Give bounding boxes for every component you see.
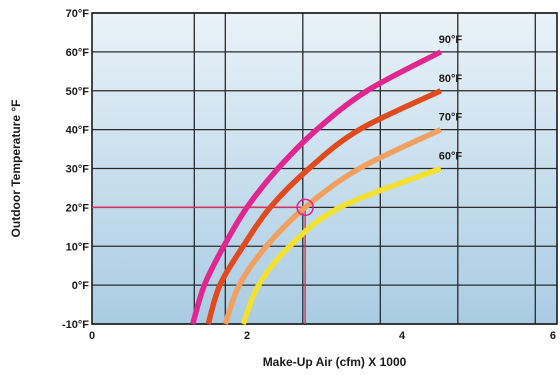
y-tick-label: 10°F: [66, 241, 90, 253]
y-tick-label: 0°F: [72, 280, 90, 292]
y-tick-label: 70°F: [66, 8, 90, 20]
series-line: [205, 88, 442, 325]
series-line: [190, 49, 443, 325]
highlight-circle: [296, 198, 314, 217]
y-tick-label: 60°F: [66, 47, 90, 59]
y-tick-label: 20°F: [66, 202, 90, 214]
x-tick-labels: 0 2 4 6: [89, 330, 556, 342]
x-axis-label: Make-Up Air (cfm) X 1000: [263, 355, 407, 369]
highlight-marker: [296, 198, 314, 217]
series-curves: [190, 49, 443, 326]
x-tick-label: 2: [244, 330, 250, 342]
x-tick-label: 4: [399, 330, 406, 342]
y-tick-labels: -10°F 0°F 10°F 20°F 30°F 40°F 50°F 60°F 70°F: [62, 8, 89, 331]
x-tick-label: 6: [550, 330, 556, 342]
series-label: 80°F: [439, 73, 463, 85]
plot-frame: [91, 12, 558, 325]
y-tick-label: 30°F: [66, 164, 90, 176]
series-line: [240, 165, 442, 326]
y-tick-label: -10°F: [62, 319, 89, 331]
series-label: 90°F: [439, 34, 463, 46]
series-label: 60°F: [439, 151, 463, 163]
series-line: [222, 127, 442, 325]
x-tick-label: 0: [89, 330, 95, 342]
y-tick-label: 40°F: [66, 125, 90, 137]
series-labels: 90°F 80°F 70°F 60°F: [439, 34, 463, 163]
y-axis-label: Outdoor Temperature °F: [9, 100, 23, 238]
y-tick-label: 50°F: [66, 86, 90, 98]
series-label: 70°F: [439, 112, 463, 124]
